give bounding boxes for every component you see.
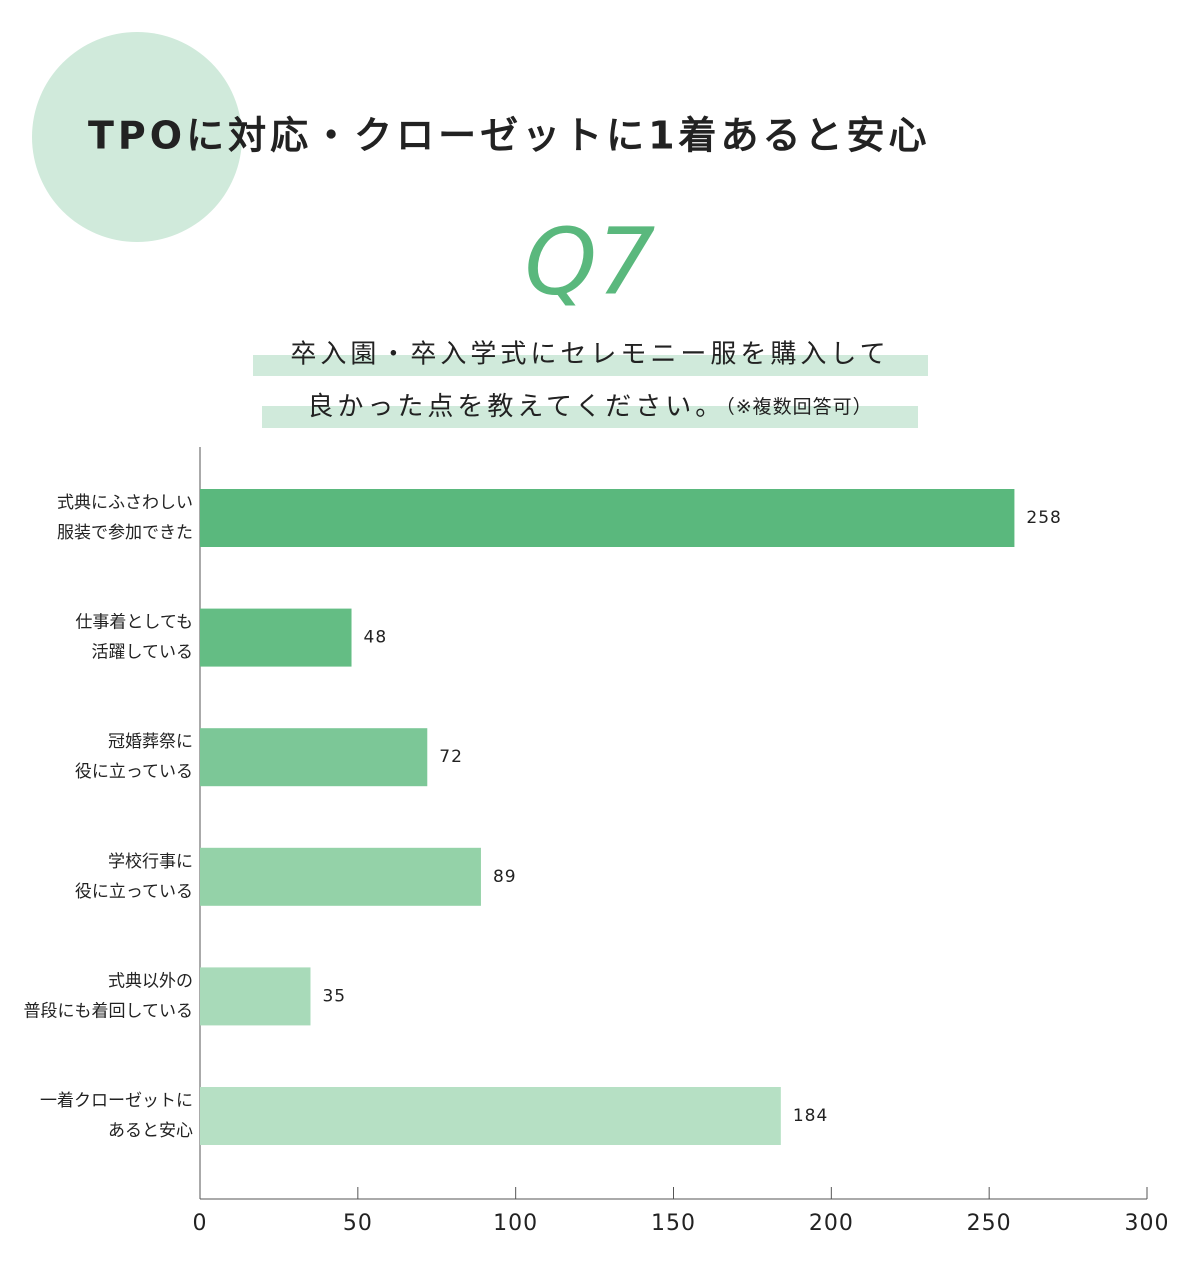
subtitle: 卒入園・卒入学式にセレモニー服を購入して (290, 340, 889, 370)
value-label: 89 (493, 867, 517, 887)
value-label: 72 (439, 747, 463, 767)
bar (200, 608, 352, 667)
note: （※複数回答可） (725, 396, 872, 418)
y-tick-label: 式典にふさわしい (57, 493, 193, 513)
x-tick-label: 0 (193, 1211, 208, 1236)
y-tick-label: あると安心 (108, 1121, 193, 1141)
y-tick-label: 役に立っている (75, 762, 193, 782)
y-tick-label: 普段にも着回している (24, 1001, 194, 1021)
value-label: 258 (1026, 508, 1061, 528)
subtitle-highlight (253, 355, 928, 376)
question-number: Q7 (525, 208, 656, 315)
bar (200, 1087, 781, 1145)
bar (200, 847, 481, 906)
x-tick-label: 100 (493, 1211, 538, 1236)
value-label: 48 (364, 628, 388, 648)
y-tick-label: 役に立っている (75, 882, 193, 902)
y-tick-label: 学校行事に (108, 852, 193, 872)
chart-title: TPOに対応・クローゼットに1着あると安心 (88, 114, 931, 158)
subtitle: 良かった点を教えてください。 (307, 392, 725, 422)
x-tick-label: 50 (343, 1211, 373, 1236)
value-label: 35 (322, 986, 346, 1006)
y-tick-label: 服装で参加できた (57, 523, 193, 543)
y-tick-label: 仕事着としても (75, 613, 193, 633)
y-tick-label: 活躍している (92, 643, 194, 663)
value-label: 184 (793, 1106, 828, 1126)
title-decoration (32, 32, 242, 242)
x-tick-label: 250 (967, 1211, 1012, 1236)
bar (200, 967, 311, 1026)
y-tick-label: 一着クローゼットに (40, 1091, 193, 1111)
bar (200, 489, 1015, 547)
x-tick-label: 200 (809, 1211, 854, 1236)
y-tick-label: 式典以外の (108, 971, 193, 991)
subtitle-highlight (262, 406, 918, 428)
subtitle: 良かった点を教えてください。（※複数回答可） (307, 392, 872, 422)
bar (200, 728, 428, 787)
y-tick-label: 冠婚葬祭に (108, 732, 193, 752)
x-tick-label: 150 (651, 1211, 696, 1236)
x-tick-label: 300 (1125, 1211, 1170, 1236)
